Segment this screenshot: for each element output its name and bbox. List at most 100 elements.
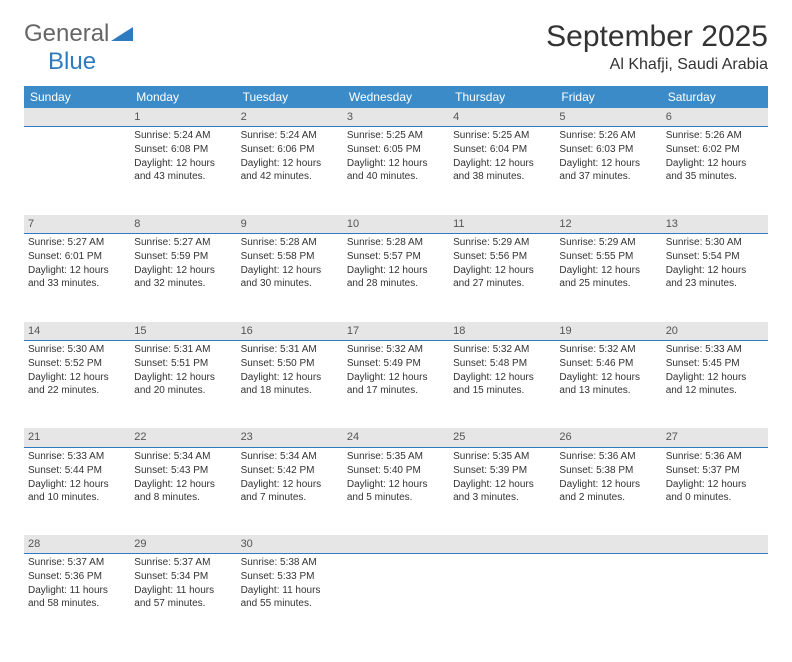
day-number-row: 123456 (24, 108, 768, 127)
day-info-line: Sunrise: 5:35 AM (347, 450, 445, 463)
day-info-line: Daylight: 12 hours and 25 minutes. (559, 264, 657, 290)
day-number: 16 (237, 322, 343, 341)
day-number: 9 (237, 215, 343, 234)
day-cell: Sunrise: 5:35 AMSunset: 5:40 PMDaylight:… (343, 447, 449, 535)
title-block: September 2025 Al Khafji, Saudi Arabia (546, 20, 768, 74)
day-cell: Sunrise: 5:37 AMSunset: 5:36 PMDaylight:… (24, 554, 130, 642)
day-info-line: Sunset: 6:02 PM (666, 143, 764, 156)
day-cell: Sunrise: 5:34 AMSunset: 5:43 PMDaylight:… (130, 447, 236, 535)
day-info-line: Sunrise: 5:33 AM (666, 343, 764, 356)
day-info-line: Daylight: 12 hours and 28 minutes. (347, 264, 445, 290)
day-info-line: Daylight: 12 hours and 22 minutes. (28, 371, 126, 397)
day-header: Saturday (662, 86, 768, 108)
day-number: 12 (555, 215, 661, 234)
day-cell: Sunrise: 5:27 AMSunset: 5:59 PMDaylight:… (130, 234, 236, 322)
logo-second-line: Blue (24, 48, 96, 76)
day-info-line: Sunset: 5:40 PM (347, 464, 445, 477)
day-info-line: Daylight: 12 hours and 23 minutes. (666, 264, 764, 290)
day-cell (662, 554, 768, 642)
day-info-line: Sunrise: 5:31 AM (241, 343, 339, 356)
day-number-row: 21222324252627 (24, 428, 768, 447)
day-number: 29 (130, 535, 236, 554)
day-info-line: Sunrise: 5:32 AM (453, 343, 551, 356)
day-number: 24 (343, 428, 449, 447)
day-cell: Sunrise: 5:34 AMSunset: 5:42 PMDaylight:… (237, 447, 343, 535)
day-info-line: Sunset: 6:01 PM (28, 250, 126, 263)
day-info-line: Sunrise: 5:31 AM (134, 343, 232, 356)
day-number: 23 (237, 428, 343, 447)
week-row: Sunrise: 5:37 AMSunset: 5:36 PMDaylight:… (24, 554, 768, 642)
day-number: 6 (662, 108, 768, 127)
day-cell (555, 554, 661, 642)
day-header-row: Sunday Monday Tuesday Wednesday Thursday… (24, 86, 768, 108)
day-info-line: Daylight: 12 hours and 7 minutes. (241, 478, 339, 504)
week-row: Sunrise: 5:30 AMSunset: 5:52 PMDaylight:… (24, 340, 768, 428)
day-info-line: Daylight: 12 hours and 12 minutes. (666, 371, 764, 397)
day-number (449, 535, 555, 554)
day-info-line: Sunset: 5:39 PM (453, 464, 551, 477)
day-info-line: Sunset: 5:43 PM (134, 464, 232, 477)
day-info-line: Daylight: 12 hours and 27 minutes. (453, 264, 551, 290)
day-info-line: Daylight: 12 hours and 37 minutes. (559, 157, 657, 183)
day-info-line: Sunset: 5:48 PM (453, 357, 551, 370)
logo: General (24, 20, 135, 48)
day-number: 27 (662, 428, 768, 447)
day-header: Thursday (449, 86, 555, 108)
day-number: 7 (24, 215, 130, 234)
day-info-line: Sunset: 5:58 PM (241, 250, 339, 263)
day-cell: Sunrise: 5:32 AMSunset: 5:49 PMDaylight:… (343, 340, 449, 428)
day-info-line: Daylight: 11 hours and 55 minutes. (241, 584, 339, 610)
day-info-line: Sunset: 5:45 PM (666, 357, 764, 370)
day-cell (343, 554, 449, 642)
day-number: 19 (555, 322, 661, 341)
day-number: 3 (343, 108, 449, 127)
week-row: Sunrise: 5:33 AMSunset: 5:44 PMDaylight:… (24, 447, 768, 535)
day-number (662, 535, 768, 554)
day-cell: Sunrise: 5:28 AMSunset: 5:58 PMDaylight:… (237, 234, 343, 322)
day-info-line: Sunset: 5:36 PM (28, 570, 126, 583)
logo-text-general: General (24, 20, 109, 48)
week-row: Sunrise: 5:27 AMSunset: 6:01 PMDaylight:… (24, 234, 768, 322)
day-info-line: Sunrise: 5:30 AM (28, 343, 126, 356)
day-info-line: Sunset: 5:34 PM (134, 570, 232, 583)
day-cell: Sunrise: 5:25 AMSunset: 6:04 PMDaylight:… (449, 127, 555, 215)
day-cell: Sunrise: 5:31 AMSunset: 5:50 PMDaylight:… (237, 340, 343, 428)
day-info-line: Daylight: 12 hours and 32 minutes. (134, 264, 232, 290)
day-info-line: Sunset: 5:33 PM (241, 570, 339, 583)
day-number: 8 (130, 215, 236, 234)
day-info-line: Sunrise: 5:26 AM (666, 129, 764, 142)
day-info-line: Sunset: 5:52 PM (28, 357, 126, 370)
day-header: Tuesday (237, 86, 343, 108)
day-info-line: Daylight: 12 hours and 40 minutes. (347, 157, 445, 183)
day-cell: Sunrise: 5:33 AMSunset: 5:45 PMDaylight:… (662, 340, 768, 428)
day-cell: Sunrise: 5:26 AMSunset: 6:03 PMDaylight:… (555, 127, 661, 215)
day-info-line: Sunset: 5:44 PM (28, 464, 126, 477)
day-info-line: Sunrise: 5:27 AM (28, 236, 126, 249)
day-info-line: Sunset: 5:59 PM (134, 250, 232, 263)
day-info-line: Sunrise: 5:27 AM (134, 236, 232, 249)
day-cell: Sunrise: 5:25 AMSunset: 6:05 PMDaylight:… (343, 127, 449, 215)
day-info-line: Sunrise: 5:36 AM (666, 450, 764, 463)
day-number-row: 282930 (24, 535, 768, 554)
day-info-line: Sunrise: 5:25 AM (453, 129, 551, 142)
day-cell: Sunrise: 5:36 AMSunset: 5:37 PMDaylight:… (662, 447, 768, 535)
day-cell: Sunrise: 5:24 AMSunset: 6:08 PMDaylight:… (130, 127, 236, 215)
day-cell (449, 554, 555, 642)
day-info-line: Daylight: 12 hours and 5 minutes. (347, 478, 445, 504)
day-number: 14 (24, 322, 130, 341)
day-info-line: Sunrise: 5:37 AM (134, 556, 232, 569)
day-info-line: Sunrise: 5:32 AM (347, 343, 445, 356)
page-header: General September 2025 Al Khafji, Saudi … (24, 20, 768, 74)
day-cell: Sunrise: 5:30 AMSunset: 5:54 PMDaylight:… (662, 234, 768, 322)
logo-triangle-icon (111, 20, 133, 48)
day-info-line: Daylight: 12 hours and 10 minutes. (28, 478, 126, 504)
day-info-line: Daylight: 11 hours and 57 minutes. (134, 584, 232, 610)
day-cell: Sunrise: 5:32 AMSunset: 5:46 PMDaylight:… (555, 340, 661, 428)
day-cell: Sunrise: 5:36 AMSunset: 5:38 PMDaylight:… (555, 447, 661, 535)
day-info-line: Sunrise: 5:37 AM (28, 556, 126, 569)
day-info-line: Sunrise: 5:33 AM (28, 450, 126, 463)
day-info-line: Sunset: 6:04 PM (453, 143, 551, 156)
day-info-line: Daylight: 12 hours and 3 minutes. (453, 478, 551, 504)
day-cell: Sunrise: 5:33 AMSunset: 5:44 PMDaylight:… (24, 447, 130, 535)
day-info-line: Daylight: 12 hours and 2 minutes. (559, 478, 657, 504)
